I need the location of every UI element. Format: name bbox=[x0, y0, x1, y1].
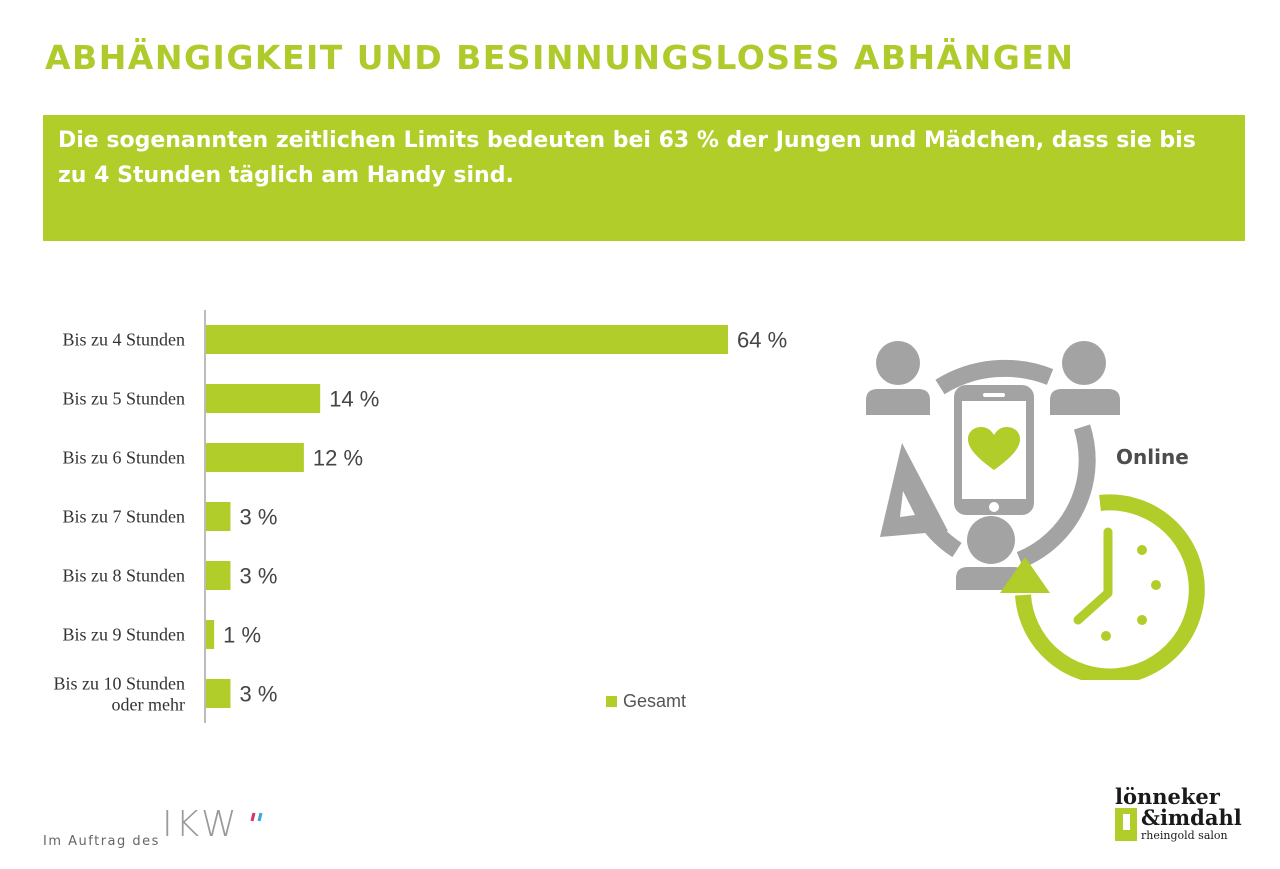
legend-swatch bbox=[606, 696, 617, 707]
value-label: 64 % bbox=[737, 328, 787, 353]
bar bbox=[206, 561, 231, 590]
value-label: 3 % bbox=[239, 564, 277, 589]
bar-chart: Bis zu 4 Stunden 64 % Bis zu 5 Stunden 14 %… bbox=[53, 310, 787, 723]
value-label: 3 % bbox=[239, 682, 277, 707]
category-label: Bis zu 4 Stunden bbox=[62, 330, 185, 350]
bar bbox=[206, 620, 215, 649]
online-illustration bbox=[866, 341, 1205, 680]
online-label: Online bbox=[1116, 445, 1189, 469]
person-icon-right bbox=[1050, 341, 1120, 415]
bar bbox=[206, 679, 231, 708]
page-title: ABHÄNGIGKEIT UND BESINNUNGSLOSES ABHÄNGE… bbox=[45, 38, 1075, 77]
category-label: Bis zu 6 Stunden bbox=[62, 448, 185, 468]
brand-tagline: rheingold salon bbox=[1141, 829, 1228, 842]
chart-legend: Gesamt bbox=[606, 691, 686, 712]
key-finding-text: Die sogenannten zeitlichen Limits bedeut… bbox=[58, 128, 1196, 188]
cycle-arrow-icon bbox=[880, 359, 1096, 568]
brand-mark-icon bbox=[1115, 808, 1137, 841]
value-label: 12 % bbox=[313, 446, 363, 471]
category-label: Bis zu 9 Stunden bbox=[62, 625, 185, 645]
bar bbox=[206, 384, 321, 413]
person-icon-left bbox=[866, 341, 930, 415]
category-label: Bis zu 7 Stunden bbox=[62, 507, 185, 527]
brand-name-line2: &imdahl bbox=[1141, 805, 1242, 830]
value-label: 14 % bbox=[329, 387, 379, 412]
clock-icon bbox=[1000, 494, 1205, 680]
value-label: 1 % bbox=[223, 623, 261, 648]
category-label: Bis zu 10 Stunden oder mehr bbox=[53, 674, 185, 715]
ikw-logo: IKW bbox=[162, 804, 240, 845]
heart-icon bbox=[968, 427, 1020, 470]
legend-label: Gesamt bbox=[623, 691, 687, 711]
commissioned-by-text: Im Auftrag des bbox=[43, 834, 160, 849]
bar bbox=[206, 502, 231, 531]
value-label: 3 % bbox=[239, 505, 277, 530]
ikw-logo-marks bbox=[250, 812, 263, 822]
brand-name-line1: lönneker bbox=[1115, 784, 1220, 809]
bar bbox=[206, 443, 304, 472]
category-label: Bis zu 5 Stunden bbox=[62, 389, 185, 409]
bar bbox=[206, 325, 728, 354]
key-finding-banner: Die sogenannten zeitlichen Limits bedeut… bbox=[43, 115, 1245, 241]
category-label: Bis zu 8 Stunden bbox=[62, 566, 185, 586]
